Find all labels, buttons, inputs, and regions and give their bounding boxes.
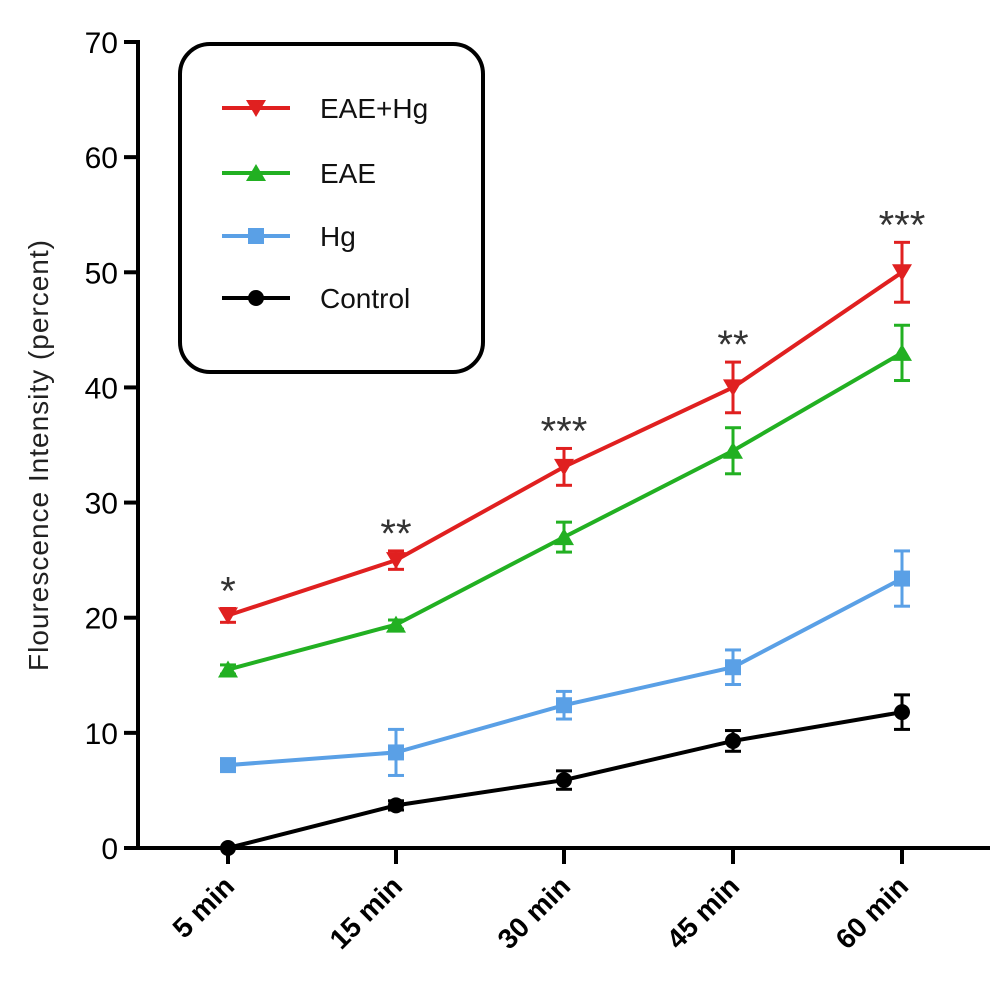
data-point: [388, 744, 404, 761]
legend-item: EAE+Hg: [222, 93, 428, 124]
significance-mark: **: [717, 323, 748, 367]
data-point: [220, 757, 236, 774]
data-point: [725, 659, 741, 676]
data-point: [894, 570, 910, 587]
x-tick-label: 15 min: [324, 870, 409, 955]
data-point: [892, 343, 912, 361]
legend-label: EAE: [320, 158, 376, 189]
data-point: [554, 528, 574, 546]
significance-mark: ***: [541, 409, 588, 453]
legend-label: Hg: [320, 221, 356, 252]
series-line: [227, 351, 904, 672]
y-tick-label: 40: [85, 372, 118, 405]
data-point: [386, 552, 406, 570]
y-tick-label: 30: [85, 488, 118, 521]
data-point: [556, 697, 572, 714]
y-tick-label: 50: [85, 257, 118, 290]
data-point: [892, 264, 912, 282]
legend-label: Control: [320, 283, 410, 314]
legend-item: EAE: [222, 158, 376, 189]
data-point: [218, 607, 238, 625]
significance-mark: *: [220, 570, 236, 614]
x-tick-label: 30 min: [492, 870, 577, 955]
legend-item: Hg: [222, 221, 356, 252]
legend-swatch-marker: [246, 100, 266, 117]
series-hg: [220, 549, 910, 777]
data-point: [723, 441, 743, 459]
y-tick-label: 20: [85, 603, 118, 636]
y-axis-title: Flourescence Intensity (percent): [23, 239, 54, 671]
data-point: [386, 615, 406, 633]
data-point: [894, 704, 910, 721]
data-point: [723, 379, 743, 397]
legend-item: Control: [222, 283, 410, 314]
x-tick-label: 5 min: [167, 870, 241, 944]
y-tick-label: 70: [85, 27, 118, 60]
data-point: [218, 660, 238, 678]
significance-mark: ***: [879, 203, 926, 247]
data-point: [556, 772, 572, 789]
series-control: [220, 693, 910, 856]
legend-swatch-marker: [248, 290, 264, 306]
y-tick-label: 60: [85, 142, 118, 175]
series-layer: [218, 240, 912, 856]
series-eae-hg: [218, 240, 912, 625]
data-point: [554, 458, 574, 476]
y-tick-label: 10: [85, 718, 118, 751]
series-eae: [218, 323, 912, 678]
legend-swatch-marker: [248, 228, 264, 244]
data-point: [725, 732, 741, 749]
legend-label: EAE+Hg: [320, 93, 428, 124]
y-axis: 0 10 20 30 40 50 60 70: [85, 27, 140, 866]
significance-mark: **: [380, 512, 411, 556]
data-point: [220, 840, 236, 856]
series-line: [227, 576, 903, 768]
x-axis: 5 min 15 min 30 min 45 min 60 min: [136, 846, 990, 955]
y-tick-label: 0: [101, 833, 118, 866]
x-tick-label: 45 min: [661, 870, 746, 955]
data-point: [388, 797, 404, 814]
legend-box: [178, 42, 485, 374]
significance-annotations: ***********: [220, 203, 925, 613]
x-tick-label: 60 min: [830, 870, 915, 955]
legend-swatch-marker: [246, 164, 266, 181]
legend: EAE+Hg EAE Hg Control: [178, 42, 485, 374]
